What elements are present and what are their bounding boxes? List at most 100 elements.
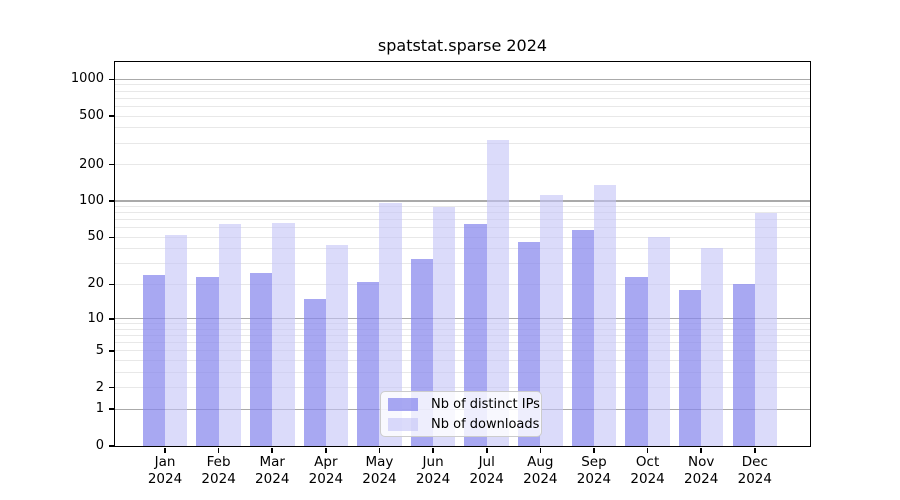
gridline-minor: [114, 164, 811, 166]
x-tick-label-jan: Jan 2024: [147, 454, 183, 487]
gridline-minor: [114, 90, 811, 92]
chart-title: spatstat.sparse 2024: [377, 36, 548, 55]
bar-downloads-nov: [701, 247, 724, 446]
bar-downloads-dec: [754, 212, 778, 446]
x-tick-mark: [700, 447, 702, 453]
bar-downloads-jun: [433, 206, 456, 446]
bar-downloads-may: [379, 203, 402, 446]
y-tick-label: 1: [95, 401, 104, 417]
bar-distinct-ips-sep: [571, 229, 594, 446]
legend-item-distinct-ips: Nb of distinct IPs: [388, 396, 541, 413]
gridline-minor: [114, 212, 811, 214]
x-tick-mark: [646, 447, 649, 453]
bar-distinct-ips-nov: [678, 289, 702, 446]
x-tick-label-aug: Aug 2024: [523, 454, 558, 487]
gridline-minor: [114, 115, 811, 117]
gridline-minor: [114, 263, 811, 265]
y-tick-mark: [108, 386, 114, 389]
gridline-minor: [114, 248, 811, 250]
x-tick-mark: [593, 447, 595, 453]
x-tick-label-dec: Dec 2024: [737, 454, 772, 487]
bar-distinct-ips-oct: [625, 277, 648, 446]
x-tick-label-nov: Nov 2024: [684, 454, 719, 487]
y-tick-label: 100: [79, 193, 104, 209]
y-tick-mark: [108, 408, 114, 410]
x-tick-mark: [378, 447, 381, 453]
gridline-minor: [114, 387, 811, 389]
gridline-minor: [114, 350, 811, 352]
gridline-minor: [114, 84, 811, 86]
y-tick-mark: [108, 317, 114, 320]
legend-swatch-distinct-ips: [388, 397, 418, 411]
y-tick-mark: [108, 200, 114, 202]
bar-distinct-ips-feb: [196, 277, 219, 446]
gridline-minor: [114, 323, 811, 325]
y-tick-label: 500: [79, 108, 104, 124]
legend-item-downloads: Nb of downloads: [388, 416, 541, 433]
y-tick-mark: [108, 78, 114, 81]
y-tick-mark: [108, 283, 114, 286]
x-tick-mark: [539, 447, 542, 453]
bar-distinct-ips-may: [357, 281, 380, 446]
bar-downloads-aug: [540, 194, 563, 446]
bar-downloads-feb: [218, 223, 241, 446]
y-tick-mark: [108, 350, 114, 352]
y-tick-mark: [108, 236, 114, 239]
x-tick-label-feb: Feb 2024: [201, 454, 236, 487]
bar-distinct-ips-jan: [142, 275, 165, 446]
bar-downloads-sep: [593, 185, 617, 446]
y-tick-mark: [108, 163, 114, 166]
legend: Nb of distinct IPs Nb of downloads: [380, 391, 542, 437]
x-tick-mark: [325, 447, 327, 453]
x-tick-label-may: May 2024: [362, 454, 397, 487]
y-tick-label: 1000: [70, 71, 104, 87]
bar-downloads-oct: [647, 237, 670, 446]
x-tick-label-apr: Apr 2024: [308, 454, 344, 487]
gridline-minor: [114, 206, 811, 208]
legend-label-distinct-ips: Nb of distinct IPs: [431, 396, 540, 412]
x-tick-mark: [754, 447, 756, 453]
gridline-minor: [114, 335, 811, 337]
plot-border: [113, 60, 812, 447]
x-tick-label-sep: Sep 2024: [576, 454, 612, 487]
x-tick-label-jul: Jul 2024: [469, 454, 504, 487]
gridline-minor: [114, 342, 811, 344]
gridline-minor: [114, 371, 811, 373]
y-tick-mark: [108, 445, 114, 447]
y-tick-label: 20: [87, 276, 104, 292]
y-tick-label: 5: [95, 342, 104, 358]
legend-label-downloads: Nb of downloads: [431, 416, 540, 432]
x-tick-label-mar: Mar 2024: [255, 454, 290, 487]
y-tick-label: 10: [87, 310, 104, 326]
gridline-minor: [114, 142, 811, 144]
y-tick-label: 2: [95, 379, 104, 395]
gridline-major: [114, 78, 811, 81]
bar-downloads-mar: [272, 222, 295, 446]
gridline-minor: [114, 283, 811, 285]
gridline-major: [114, 318, 811, 320]
bar-distinct-ips-dec: [732, 284, 755, 446]
x-tick-mark: [485, 447, 488, 453]
y-tick-label: 0: [95, 438, 104, 453]
gridline-minor: [114, 227, 811, 229]
y-tick-label: 50: [87, 229, 104, 245]
legend-swatch-downloads: [388, 417, 418, 431]
x-tick-mark: [217, 447, 220, 453]
bar-downloads-jul: [486, 139, 510, 446]
bar-distinct-ips-jul: [464, 224, 487, 446]
gridline-minor: [114, 328, 811, 330]
x-tick-label-oct: Oct 2024: [630, 454, 665, 487]
gridline-minor: [114, 360, 811, 362]
y-tick-mark: [108, 115, 114, 117]
y-tick-label: 200: [79, 156, 104, 172]
x-tick-mark: [164, 447, 166, 453]
bar-distinct-ips-mar: [249, 273, 273, 446]
gridline-minor: [114, 236, 811, 238]
gridline-major: [114, 200, 811, 202]
bar-downloads-jan: [165, 235, 188, 446]
